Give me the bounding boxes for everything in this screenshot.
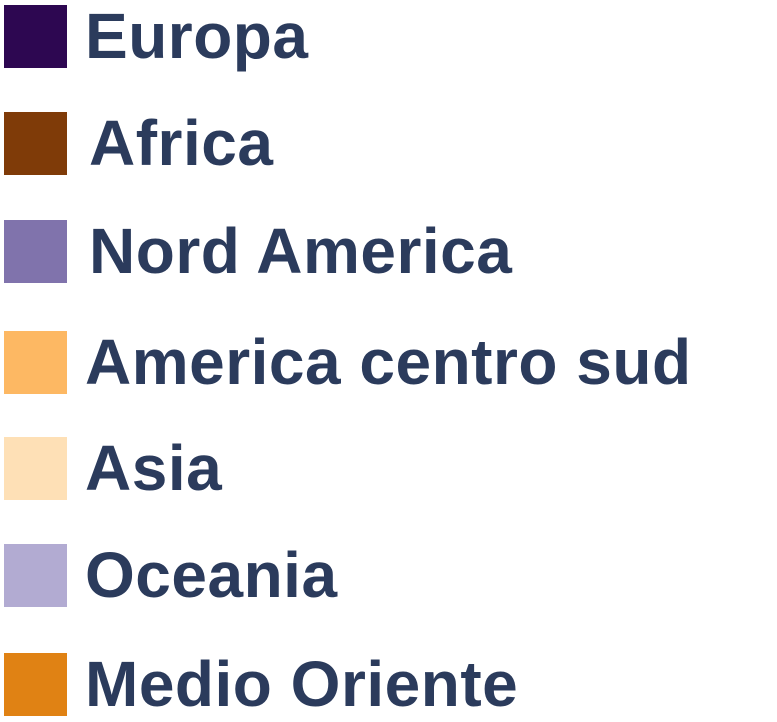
legend-label-africa: Africa	[89, 107, 274, 179]
legend-swatch-europa	[4, 4, 67, 68]
legend-item-europa: Europa	[4, 4, 308, 68]
legend-label-nord-america: Nord America	[89, 215, 513, 287]
legend-swatch-nord-america	[4, 219, 67, 283]
legend-swatch-africa	[4, 111, 67, 175]
legend-label-medio-oriente: Medio Oriente	[85, 648, 519, 720]
legend-label-oceania: Oceania	[85, 539, 338, 611]
legend-label-asia: Asia	[85, 432, 223, 504]
legend-item-africa: Africa	[4, 111, 273, 175]
legend-label-america-centro-sud: America centro sud	[85, 326, 692, 398]
legend-swatch-medio-oriente	[4, 652, 67, 716]
legend-item-oceania: Oceania	[4, 543, 338, 607]
legend-label-europa: Europa	[85, 0, 309, 72]
legend-swatch-asia	[4, 436, 67, 500]
legend-item-america-centro-sud: America centro sud	[4, 330, 692, 394]
legend-swatch-oceania	[4, 543, 67, 607]
legend-item-nord-america: Nord America	[4, 219, 512, 283]
legend-swatch-america-centro-sud	[4, 330, 67, 394]
legend-item-asia: Asia	[4, 436, 222, 500]
legend-item-medio-oriente: Medio Oriente	[4, 652, 518, 716]
